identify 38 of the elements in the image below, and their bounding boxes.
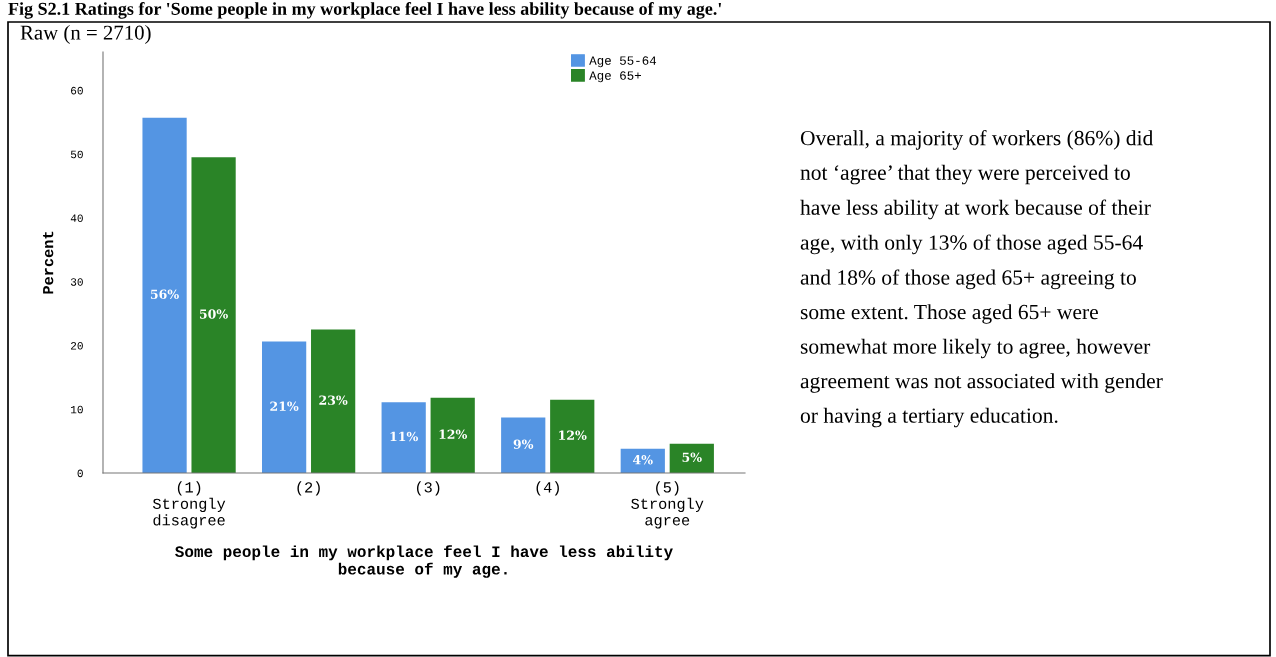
data-label: 9% — [513, 439, 534, 449]
x-tick-label: (3) — [416, 481, 440, 496]
y-tick-label: 20 — [71, 342, 83, 350]
data-label: 5% — [682, 452, 702, 462]
legend-label: Age 55-64 — [589, 56, 657, 68]
data-label: 12% — [439, 429, 468, 439]
y-tick-label: 40 — [70, 214, 83, 222]
y-tick-label: 60 — [71, 86, 83, 95]
text: Overall, a majority of workers (86%) did not ‘agree’ that they were perceived to have less ability at work because of their age, with only 13% of those aged 55-64 and 18% of those aged 65+ agreeing to some extent. Those aged 65+ were somewhat more likely to agree, however agreement was not associated with gender or having a tertiary education. — [800, 130, 1163, 428]
bar — [311, 329, 356, 473]
chart-subtitle: Raw (n = 2710) — [20, 25, 151, 44]
data-label: 50% — [199, 309, 228, 319]
bar — [191, 157, 236, 473]
data-label: 11% — [390, 431, 419, 442]
y-tick-label: 50 — [70, 150, 83, 159]
bar — [669, 443, 714, 473]
data-label: 56% — [150, 289, 179, 299]
x-tick-label: (5) Strongly agree — [631, 481, 704, 529]
bar — [501, 417, 546, 473]
bar — [262, 341, 307, 473]
x-tick-label: (4) — [536, 481, 559, 496]
chart-title: Fig S2.1 Ratings for 'Some people in my workplace feel I have less ability because of my age.' — [8, 2, 721, 19]
y-tick-label: 10 — [71, 405, 83, 414]
bar — [550, 399, 595, 473]
x-tick-label: (2) — [297, 481, 320, 496]
data-label: 23% — [319, 395, 348, 405]
legend-label: Age 65+ — [589, 71, 641, 83]
x-tick-label: (1) Strongly disagree — [152, 481, 226, 529]
x-axis-title: Some people in my workplace feel I have less ability because of my age. — [175, 545, 673, 578]
y-axis-title: Percent — [42, 231, 54, 294]
data-label: 12% — [559, 430, 587, 440]
bar — [430, 397, 475, 473]
y-tick-label: 0 — [77, 469, 83, 478]
bar — [142, 117, 187, 473]
data-label: 21% — [270, 401, 299, 411]
data-label: 4% — [633, 455, 653, 465]
bar — [381, 402, 426, 473]
y-tick-label: 30 — [70, 278, 83, 286]
